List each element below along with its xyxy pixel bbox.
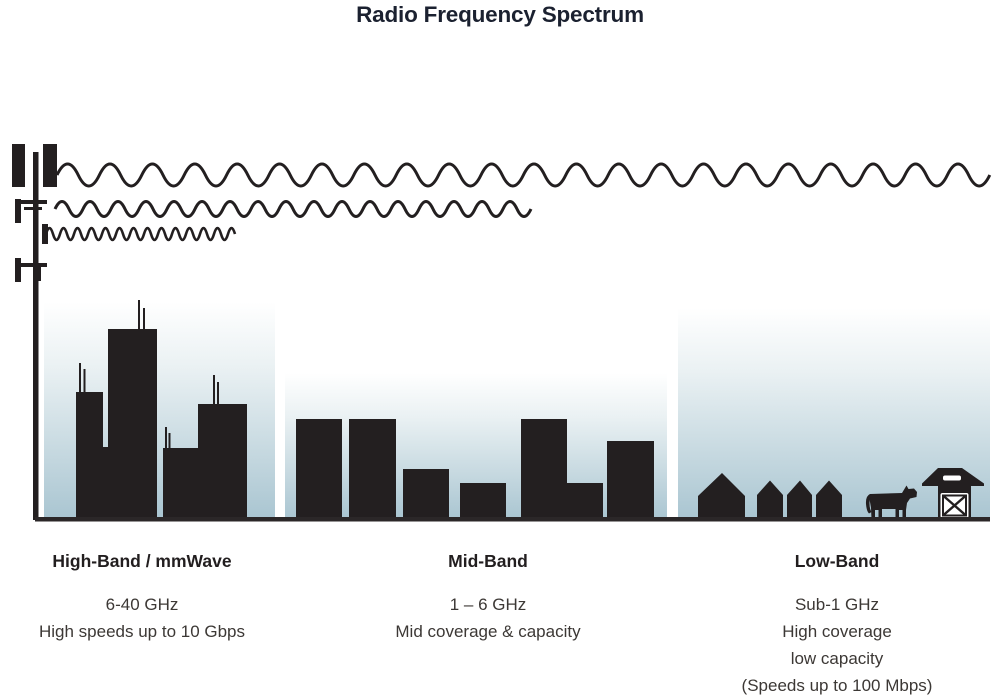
high-band-description: High speeds up to 10 Gbps — [38, 622, 246, 641]
midrise-buildings-icon — [296, 419, 654, 520]
low-band-description-2: low capacity — [790, 649, 884, 668]
rooftop-antenna-masts — [79, 300, 219, 448]
low-band-description-1: High coverage — [782, 622, 892, 641]
low-band-description-3: (Speeds up to 100 Mbps) — [741, 676, 933, 695]
diagram-title: Radio Frequency Spectrum — [356, 2, 644, 27]
mid-band-description: Mid coverage & capacity — [395, 622, 581, 641]
barn-icon — [922, 468, 984, 520]
low-band-label: Low-Band Sub-1 GHz High coverage low cap… — [697, 549, 977, 699]
high-band-heading: High-Band / mmWave — [52, 551, 232, 571]
cow-icon — [865, 485, 917, 519]
mid-band-scene — [285, 373, 667, 520]
houses-icon — [698, 473, 842, 520]
low-band-scene — [678, 308, 990, 520]
mid-band-frequency: 1 – 6 GHz — [449, 595, 527, 614]
medium-wavelength-wave-icon — [53, 200, 533, 218]
low-band-heading: Low-Band — [794, 551, 880, 571]
mid-band-heading: Mid-Band — [448, 551, 528, 571]
short-wavelength-wave-icon — [44, 226, 237, 242]
long-wavelength-wave-icon — [55, 162, 992, 188]
ground-line — [35, 517, 990, 522]
mid-band-label: Mid-Band 1 – 6 GHz Mid coverage & capaci… — [348, 549, 628, 645]
radio-waves — [44, 162, 992, 242]
low-band-details: Sub-1 GHz High coverage low capacity (Sp… — [697, 591, 977, 699]
city-skyscrapers-icon — [76, 329, 247, 520]
cell-tower-icon — [12, 144, 57, 520]
low-band-frequency: Sub-1 GHz — [794, 595, 880, 614]
mid-band-details: 1 – 6 GHz Mid coverage & capacity — [348, 591, 628, 645]
high-band-scene — [44, 300, 275, 520]
high-band-details: 6-40 GHz High speeds up to 10 Gbps — [10, 591, 274, 645]
high-band-label: High-Band / mmWave 6-40 GHz High speeds … — [10, 549, 274, 645]
high-band-frequency: 6-40 GHz — [105, 595, 179, 614]
